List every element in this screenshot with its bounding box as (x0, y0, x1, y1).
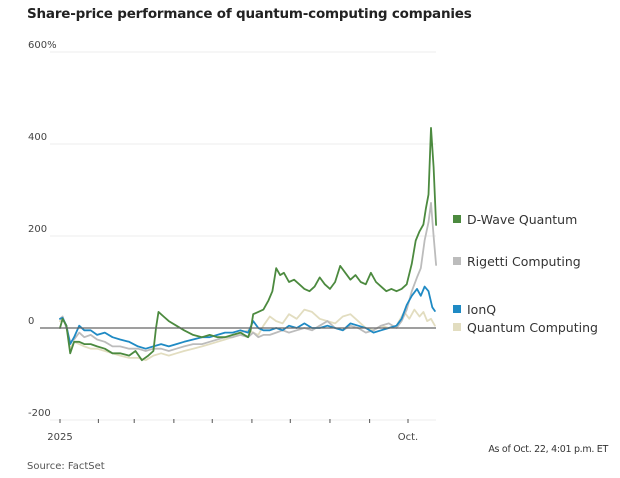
series-line-rigetti-computing (59, 201, 438, 352)
chart-title: Share-price performance of quantum-compu… (27, 6, 472, 22)
y-tick-label: 400 (28, 132, 47, 143)
x-axis: 2025 Oct. (47, 419, 418, 443)
y-tick-label: 200 (28, 224, 47, 235)
legend-item: Rigetti Computing (453, 254, 581, 269)
y-tick-label: -200 (28, 408, 51, 419)
series-line-d-wave-quantum (59, 127, 438, 362)
y-tick-label: 0 (28, 316, 34, 327)
x-tick-label: 2025 (47, 432, 72, 443)
series-lines (59, 127, 438, 362)
source-note: Source: FactSet (27, 461, 105, 472)
legend-swatch (453, 257, 461, 265)
y-tick-label: 600% (28, 40, 57, 51)
legend-swatch (453, 323, 461, 331)
legend-label: Rigetti Computing (467, 254, 581, 269)
legend-label: D-Wave Quantum (467, 212, 577, 227)
legend-item: D-Wave Quantum (453, 212, 577, 227)
legend-swatch (453, 215, 461, 223)
legend: D-Wave Quantum Rigetti Computing IonQ Quant… (453, 212, 598, 335)
x-tick-label: Oct. (398, 432, 418, 443)
legend-swatch (453, 305, 461, 313)
legend-item: IonQ (453, 302, 496, 317)
as-of-note: As of Oct. 22, 4:01 p.m. ET (488, 444, 608, 455)
y-axis-ticks: 600% 400 200 0 -200 (28, 40, 57, 419)
series-line-ionq (59, 285, 436, 350)
legend-label: Quantum Computing (467, 320, 598, 335)
legend-item: Quantum Computing (453, 320, 598, 335)
legend-label: IonQ (467, 302, 496, 317)
gridlines (50, 51, 436, 421)
